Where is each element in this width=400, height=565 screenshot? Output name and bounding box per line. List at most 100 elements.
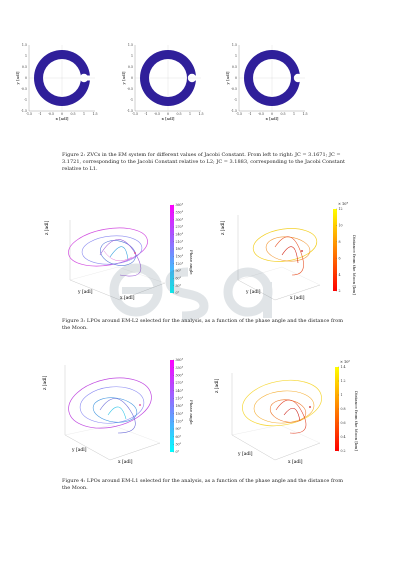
zvc-plots-svg: 1.510.50-0.5-1-1.5-1.5 -1 -0.5 0 0.5 1 1.5y [a…	[15, 43, 308, 121]
x-tick-label: 1	[83, 112, 85, 116]
fig3-left-colorbar-label: Phase angle	[189, 250, 194, 275]
fig3-right-colorbar	[333, 209, 337, 291]
x-tick-label: 0	[271, 112, 273, 116]
fig3-right-plot: z [adl] y [adl] x [adl] × 10⁴ 12 10 8 6 4 2 D…	[220, 202, 357, 301]
zvc-xlabel: x [adl]	[162, 116, 175, 121]
colorbar-tick-label: 270°	[176, 381, 184, 385]
colorbar-tick-label: 180°	[176, 247, 184, 251]
colorbar-tick-label: 60°	[176, 277, 182, 281]
x-tick-label: -1.5	[26, 112, 32, 116]
colorbar-tick-label: 60°	[176, 435, 182, 439]
zvc-ring-3	[244, 50, 300, 106]
zvc-xlabel: x [adl]	[266, 116, 279, 121]
x-tick-label: 0	[61, 112, 63, 116]
colorbar-tick-label: 0.2	[341, 449, 346, 453]
x-tick-label: 1.5	[302, 112, 307, 116]
zvc-ylabel: y [adl]	[15, 71, 20, 85]
fig3-right-colorbar-exponent: × 10⁴	[338, 202, 348, 206]
x-tick-label: 1	[189, 112, 191, 116]
figure-3-caption: Figure 3: LPOs around EM-L2 selected for…	[62, 318, 343, 331]
x-tick-label: 1.5	[92, 112, 97, 116]
fig3-left-xlabel: x [adl]	[120, 295, 135, 301]
colorbar-tick-label: 360°	[176, 358, 184, 362]
y-tick-label: 1.5	[232, 43, 237, 47]
x-tick-label: -1.5	[236, 112, 242, 116]
colorbar-tick-label: 180°	[176, 404, 184, 408]
colorbar-tick-label: 0°	[176, 291, 180, 295]
y-tick-label: -0.5	[231, 87, 237, 91]
colorbar-tick-label: 1.2	[341, 379, 346, 383]
fig3-right-colorbar-label: Distance from the Moon [km]	[352, 235, 357, 295]
colorbar-tick-label: 330°	[176, 366, 184, 370]
colorbar-tick-label: 150°	[176, 255, 184, 259]
y-tick-label: -0.5	[127, 87, 133, 91]
x-tick-label: 1.5	[198, 112, 203, 116]
fig4-right-colorbar-label: Distance from the Moon [km]	[354, 391, 359, 451]
y-tick-label: 1	[131, 54, 133, 58]
y-tick-label: 0.5	[22, 65, 27, 69]
y-tick-label: -1.5	[127, 109, 133, 113]
colorbar-tick-label: 2	[339, 289, 341, 293]
fig4-right-zlabel: z [adl]	[214, 378, 220, 393]
fig3-left-colorbar	[170, 205, 174, 293]
zvc-ring-1	[34, 50, 90, 106]
zvc-panel-2: 1.5 1 0.5 0 -0.5 -1 -1.5-1.5 -1 -0.5 0 0.5 1 1.5 y [a…	[121, 43, 204, 121]
colorbar-tick-label: 0.4	[341, 435, 346, 439]
fig4-right-plot: z [adl] y [adl] x [adl] × 10⁵ 1.4 1.2 1 0.8…	[214, 360, 359, 465]
colorbar-tick-label: 0°	[176, 450, 180, 454]
fig4-left-xlabel: x [adl]	[118, 459, 133, 465]
colorbar-tick-label: 6	[339, 256, 341, 260]
y-tick-label: -1	[130, 98, 133, 102]
fig4-left-zlabel: z [adl]	[42, 375, 48, 390]
fig4-left-ylabel: y [adl]	[71, 447, 87, 453]
x-tick-label: 1	[293, 112, 295, 116]
x-tick-label: -1	[248, 112, 251, 116]
colorbar-tick-label: 12	[339, 207, 343, 211]
figure-2-caption: Figure 2: ZVCs in the EM system for diff…	[62, 152, 345, 172]
colorbar-tick-label: 1.4	[341, 365, 346, 369]
colorbar-tick-label: 210°	[176, 240, 184, 244]
colorbar-tick-label: 30°	[176, 284, 182, 288]
fig4-left-plot: z [adl] y [adl] x [adl] 360° 330° 300° 270°…	[42, 358, 194, 465]
y-tick-label: 1	[25, 54, 27, 58]
y-tick-label: -1	[24, 98, 27, 102]
zvc-ring-2	[140, 50, 196, 106]
y-tick-label: 0.5	[128, 65, 133, 69]
colorbar-tick-label: 240°	[176, 389, 184, 393]
figure-4: z [adl] y [adl] x [adl] 360° 330° 300° 270°…	[0, 355, 400, 475]
y-tick-label: 0	[235, 76, 237, 80]
colorbar-tick-label: 10	[339, 224, 343, 228]
colorbar-tick-label: 120°	[176, 420, 184, 424]
y-tick-label: 1.5	[128, 43, 133, 47]
zvc-panel-3: 1.5 1 0.5 0 -0.5 -1 -1.5-1.5 -1 -0.5 0 0.5 1 1.5 y [a…	[225, 43, 308, 121]
y-tick-label: 0.5	[232, 65, 237, 69]
colorbar-tick-label: 0.6	[341, 421, 346, 425]
fig4-right-colorbar-exponent: × 10⁵	[340, 360, 350, 364]
colorbar-tick-label: 1	[341, 393, 343, 397]
fig3-right-xlabel: x [adl]	[290, 295, 305, 301]
fig4-right-ylabel: y [adl]	[237, 451, 253, 457]
figure-3-plots: z [adl] y [adl] x [adl] 360° 330° 300° 270°…	[44, 202, 357, 301]
colorbar-tick-label: 210°	[176, 397, 184, 401]
fig4-right-colorbar	[335, 367, 339, 451]
esa-watermark-logo	[109, 263, 273, 321]
figure-2-plots: 1.5 1 0.5 0 -0.5 -1 -1.5 -1.5 -1 -0.5 0 0.5 1 1.5 y [a…	[0, 0, 400, 160]
zvc-panel-1: 1.5 1 0.5 0 -0.5 -1 -1.5-1.5 -1 -0.5 0 0.5 1 1.5 y [a…	[15, 43, 98, 121]
zvc-ylabel: y [adl]	[121, 71, 126, 85]
zvc-xlabel: x [adl]	[56, 116, 69, 121]
y-tick-label: -1.5	[21, 109, 27, 113]
y-tick-label: 0	[25, 76, 27, 80]
colorbar-tick-label: 90°	[176, 269, 182, 273]
colorbar-tick-label: 90°	[176, 427, 182, 431]
x-tick-label: 0	[167, 112, 169, 116]
colorbar-tick-label: 330°	[176, 211, 184, 215]
figure-3: z [adl] y [adl] x [adl] 360° 330° 300° 270°…	[0, 195, 400, 325]
x-tick-label: 0.5	[70, 112, 75, 116]
x-tick-label: -1	[38, 112, 41, 116]
y-tick-label: 1	[235, 54, 237, 58]
colorbar-tick-label: 4	[339, 273, 341, 277]
y-tick-label: -1.5	[231, 109, 237, 113]
fig3-left-zlabel: z [adl]	[44, 220, 50, 235]
colorbar-tick-label: 240°	[176, 233, 184, 237]
x-tick-label: -0.5	[48, 112, 54, 116]
